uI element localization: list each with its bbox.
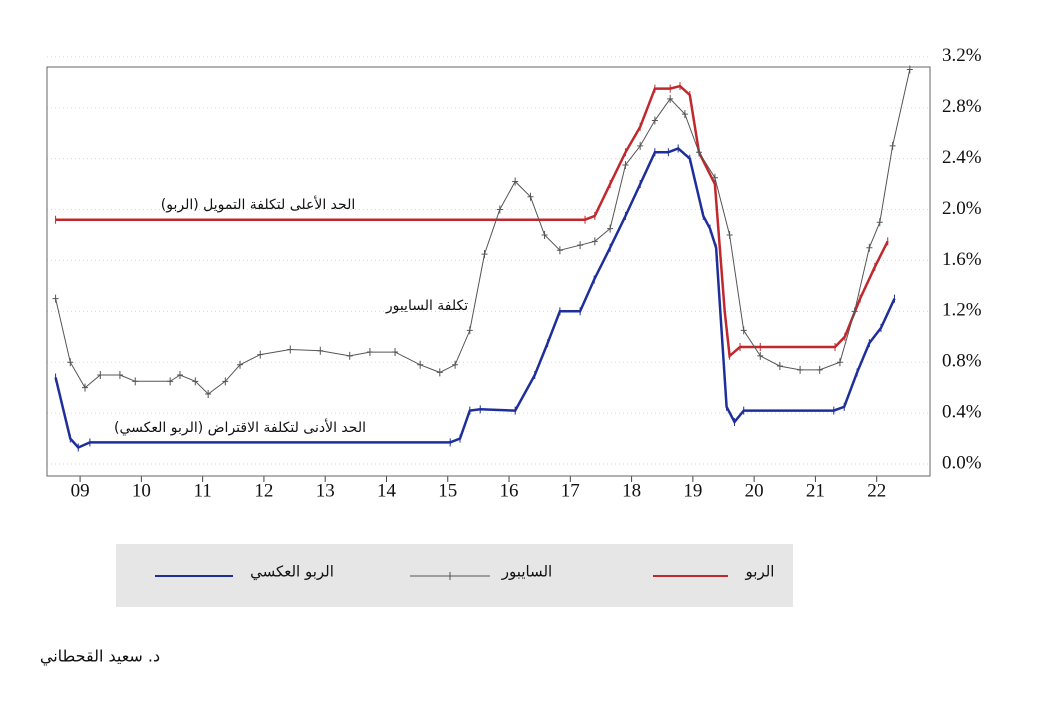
point-marker (740, 326, 747, 335)
annotation: الحد الأعلى لتكلفة التمويل (الربو) (161, 195, 355, 213)
x-tick-label: 19 (683, 480, 702, 501)
point-marker (726, 230, 733, 239)
y-tick-label: 3.2% (942, 45, 982, 66)
point-marker (81, 383, 88, 392)
point-marker (167, 377, 174, 386)
x-tick-label: 09 (71, 480, 90, 501)
point-marker (257, 350, 264, 359)
point-marker (889, 141, 896, 150)
point-marker (816, 365, 823, 374)
point-marker (512, 177, 519, 186)
point-marker (237, 360, 244, 369)
y-tick-label: 2.4% (942, 147, 982, 168)
point-marker (577, 241, 584, 250)
point-marker (317, 346, 324, 355)
point-marker (132, 377, 139, 386)
point-marker (622, 160, 629, 169)
point-marker (192, 377, 199, 386)
point-marker (417, 360, 424, 369)
legend-label: السايبور (501, 563, 552, 581)
point-marker (556, 246, 563, 255)
y-tick-label: 2.8% (942, 96, 982, 117)
x-tick-label: 17 (561, 480, 580, 501)
point-marker (67, 358, 74, 367)
x-tick-label: 21 (806, 480, 825, 501)
point-marker (205, 390, 212, 399)
point-marker (776, 362, 783, 371)
point-marker (866, 243, 873, 252)
x-tick-label: 22 (867, 480, 886, 501)
legend-swatch-marker (447, 572, 453, 580)
point-marker (876, 218, 883, 227)
point-marker (481, 250, 488, 259)
point-marker (637, 141, 644, 150)
point-marker (541, 230, 548, 239)
point-marker (757, 351, 764, 360)
point-marker (466, 326, 473, 335)
y-tick-label: 1.6% (942, 249, 982, 270)
point-marker (711, 173, 718, 182)
x-tick-label: 15 (438, 480, 457, 501)
x-tick-label: 11 (193, 480, 211, 501)
point-marker (116, 370, 123, 379)
point-marker (287, 345, 294, 354)
point-marker (851, 307, 858, 316)
annotation: الحد الأدنى لتكلفة الاقتراض (الربو العكس… (114, 418, 366, 436)
point-marker (591, 237, 598, 246)
series-line (55, 69, 911, 395)
point-marker (651, 116, 658, 125)
point-marker (527, 192, 534, 201)
point-marker (392, 348, 399, 357)
point-marker (52, 294, 59, 303)
annotation: تكلفة السايبور (385, 298, 468, 314)
x-tick-label: 12 (254, 480, 273, 501)
point-marker (452, 360, 459, 369)
author: د. سعيد القحطاني (40, 647, 160, 667)
x-tick-label: 16 (500, 480, 519, 501)
point-marker (366, 348, 373, 357)
series-line (54, 146, 896, 450)
point-marker (222, 377, 229, 386)
y-tick-label: 0.0% (942, 452, 982, 473)
point-marker (346, 351, 353, 360)
series-line (55, 84, 889, 359)
point-marker (836, 358, 843, 367)
x-tick-label: 18 (622, 480, 641, 501)
point-marker (667, 94, 674, 103)
x-tick-label: 13 (316, 480, 335, 501)
point-marker (97, 370, 104, 379)
x-tick-label: 10 (132, 480, 151, 501)
plot-frame (46, 66, 931, 477)
y-tick-label: 2.0% (942, 198, 982, 219)
point-marker (906, 65, 913, 74)
x-tick-label: 14 (377, 480, 397, 501)
point-marker (176, 370, 183, 379)
x-tick-label: 20 (745, 480, 764, 501)
point-marker (797, 365, 804, 374)
y-tick-label: 0.4% (942, 401, 982, 422)
point-marker (681, 110, 688, 119)
legend-label: الربو العكسي (250, 563, 334, 582)
legend-label: الربو (745, 563, 775, 581)
point-marker (695, 148, 702, 157)
point-marker (496, 205, 503, 214)
y-tick-label: 0.8% (942, 351, 982, 372)
y-tick-label: 1.2% (942, 300, 982, 321)
point-marker (607, 224, 614, 233)
point-marker (436, 368, 443, 377)
